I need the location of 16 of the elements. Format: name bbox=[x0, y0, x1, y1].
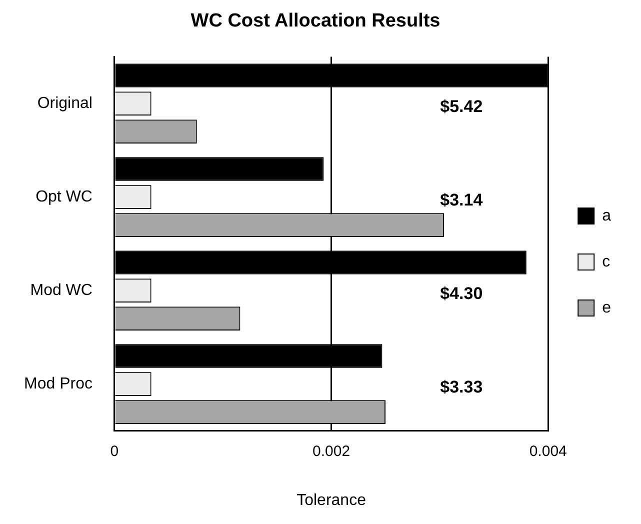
legend-label: e bbox=[602, 299, 612, 316]
x-tick-label: 0.004 bbox=[529, 442, 567, 460]
annotation: $5.42 bbox=[440, 97, 483, 116]
legend-label: c bbox=[602, 253, 610, 270]
chart-title: WC Cost Allocation Results bbox=[190, 10, 440, 32]
annotation: $4.30 bbox=[440, 284, 483, 304]
annotation: $3.33 bbox=[440, 378, 483, 397]
x-axis-title: Tolerance bbox=[296, 492, 366, 509]
y-tick-label: Original bbox=[37, 94, 92, 112]
annotation: $3.14 bbox=[440, 190, 484, 210]
y-tick-label: Mod WC bbox=[30, 282, 92, 299]
x-tick-label: 0 bbox=[110, 442, 119, 460]
legend-label: a bbox=[602, 207, 612, 224]
y-tick-label: Opt WC bbox=[36, 188, 92, 206]
x-tick-label: 0.002 bbox=[312, 442, 350, 460]
y-tick-label: Mod Proc bbox=[24, 375, 92, 392]
